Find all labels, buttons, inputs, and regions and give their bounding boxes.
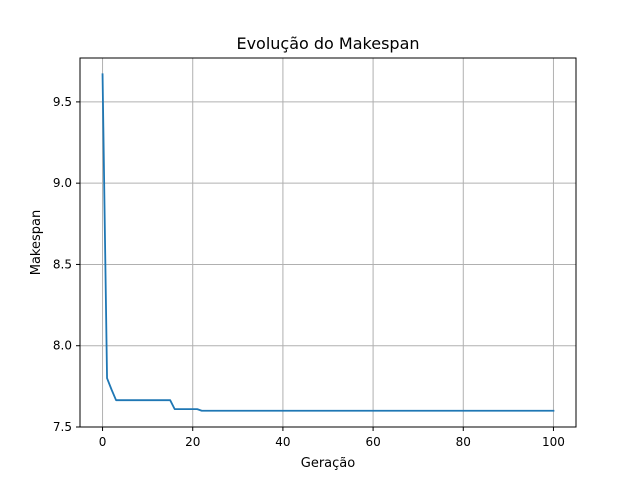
y-tick-label: 8.0 bbox=[53, 339, 72, 353]
plot-frame bbox=[79, 57, 577, 428]
y-tick-label: 8.5 bbox=[53, 257, 72, 271]
axes-layer bbox=[79, 57, 577, 428]
y-tick-label: 9.5 bbox=[53, 95, 72, 109]
x-tick-label: 0 bbox=[99, 435, 107, 449]
x-tick-label: 60 bbox=[365, 435, 380, 449]
chart-title: Evolução do Makespan bbox=[236, 34, 419, 53]
x-tick-label: 40 bbox=[275, 435, 290, 449]
x-tick-label: 20 bbox=[185, 435, 200, 449]
series-line bbox=[101, 73, 555, 412]
series-layer bbox=[101, 73, 555, 412]
x-tick-label: 100 bbox=[542, 435, 565, 449]
y-tick-label: 9.0 bbox=[53, 176, 72, 190]
tick-layer: 0 20 40 60 80 100 7.5 8.0 8.5 9.0 9.5 bbox=[53, 95, 565, 449]
x-tick-label: 80 bbox=[456, 435, 471, 449]
y-tick-label: 7.5 bbox=[53, 420, 72, 434]
x-axis-label: Geração bbox=[301, 456, 355, 471]
y-axis-label: Makespan bbox=[29, 210, 44, 275]
